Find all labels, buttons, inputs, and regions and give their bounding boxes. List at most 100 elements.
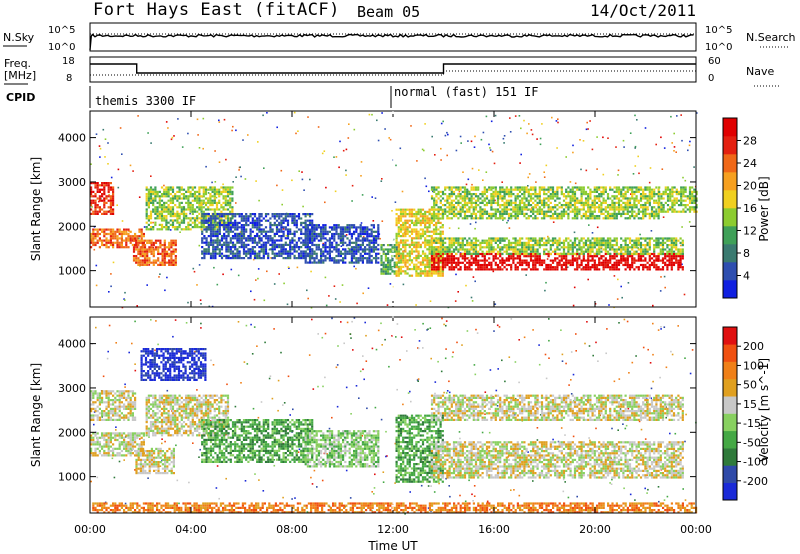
scatter-echo [572,373,575,376]
scatter-echo [595,341,597,344]
scatter-echo [663,147,666,149]
scatter-echo [199,369,202,371]
scatter-echo [649,167,652,169]
scatter-echo [629,132,632,134]
scatter-echo [321,336,324,339]
scatter-echo [179,231,181,233]
scatter-echo [473,146,476,148]
colorbar-swatch [723,244,737,263]
scatter-echo [154,349,156,352]
scatter-echo [365,334,367,337]
frequency-panel: Freq. [MHz] 18 8 60 0 Nave [4,56,780,87]
scatter-echo [471,167,474,170]
scatter-echo [681,226,683,228]
scatter-echo [388,365,390,368]
scatter-echo [333,285,336,287]
scatter-echo [646,467,648,470]
scatter-echo [291,498,293,500]
scatter-echo [573,286,576,289]
scatter-echo [355,267,357,270]
scatter-echo [139,438,141,440]
scatter-echo [221,255,223,257]
scatter-echo [510,318,513,320]
echo-region [92,502,698,514]
scatter-echo [350,413,352,415]
scatter-echo [273,459,275,461]
scatter-echo [588,224,590,226]
scatter-echo [117,168,120,171]
scatter-echo [660,328,662,330]
scatter-echo [527,451,529,453]
scatter-echo [605,352,607,355]
scatter-echo [266,112,268,114]
scatter-echo [684,357,686,359]
scatter-echo [187,132,189,135]
scatter-echo [514,397,517,400]
scatter-echo [200,322,202,325]
scatter-echo [587,278,589,281]
scatter-echo [528,123,530,125]
scatter-echo [676,115,678,117]
scatter-echo [252,407,255,410]
scatter-echo [489,147,491,149]
scatter-echo [309,178,311,181]
scatter-echo [131,342,133,345]
colorbar-tick-label: 8 [743,247,750,260]
date-title: 14/Oct/2011 [590,1,696,20]
scatter-echo [520,153,522,156]
scatter-echo [575,333,577,335]
scatter-echo [136,305,138,307]
scatter-echo [634,147,636,149]
scatter-echo [230,268,233,271]
scatter-echo [353,128,356,131]
scatter-echo [388,137,390,139]
scatter-echo [665,366,668,369]
scatter-echo [146,284,148,286]
scatter-echo [543,176,546,178]
scatter-echo [216,283,219,286]
scatter-echo [93,248,96,251]
scatter-echo [434,154,436,156]
scatter-echo [568,384,570,386]
scatter-echo [513,489,515,491]
scatter-echo [134,469,136,471]
scatter-echo [282,404,284,406]
scatter-echo [467,257,470,259]
scatter-echo [417,378,420,380]
scatter-echo [646,474,648,476]
scatter-echo [684,499,687,501]
scatter-echo [580,168,582,171]
scatter-echo [474,280,476,283]
scatter-echo [188,481,190,484]
scatter-echo [158,276,160,278]
echo-region [430,252,684,271]
scatter-echo [688,144,691,147]
colorbar-swatch [723,262,737,281]
colorbar-tick-label: 12 [743,225,757,238]
scatter-echo [113,476,116,479]
scatter-echo [347,247,350,250]
scatter-echo [351,320,353,323]
scatter-echo [353,265,355,268]
scatter-echo [239,166,241,168]
scatter-echo [310,270,312,273]
scatter-echo [456,341,458,344]
scatter-echo [422,458,425,460]
scatter-echo [538,363,541,366]
scatter-echo [666,495,669,498]
scatter-echo [564,434,566,436]
station-title: Fort Hays East (fitACF) [93,0,340,20]
scatter-echo [373,493,375,495]
scatter-echo [345,174,347,176]
scatter-echo [462,171,464,173]
scatter-echo [539,414,542,416]
scatter-echo [503,142,505,144]
scatter-echo [410,400,412,403]
scatter-echo [602,173,605,176]
scatter-echo [90,480,92,483]
scatter-echo [396,388,398,391]
scatter-echo [544,353,547,356]
scatter-echo [308,511,310,514]
scatter-echo [273,464,276,467]
scatter-echo [572,399,575,402]
